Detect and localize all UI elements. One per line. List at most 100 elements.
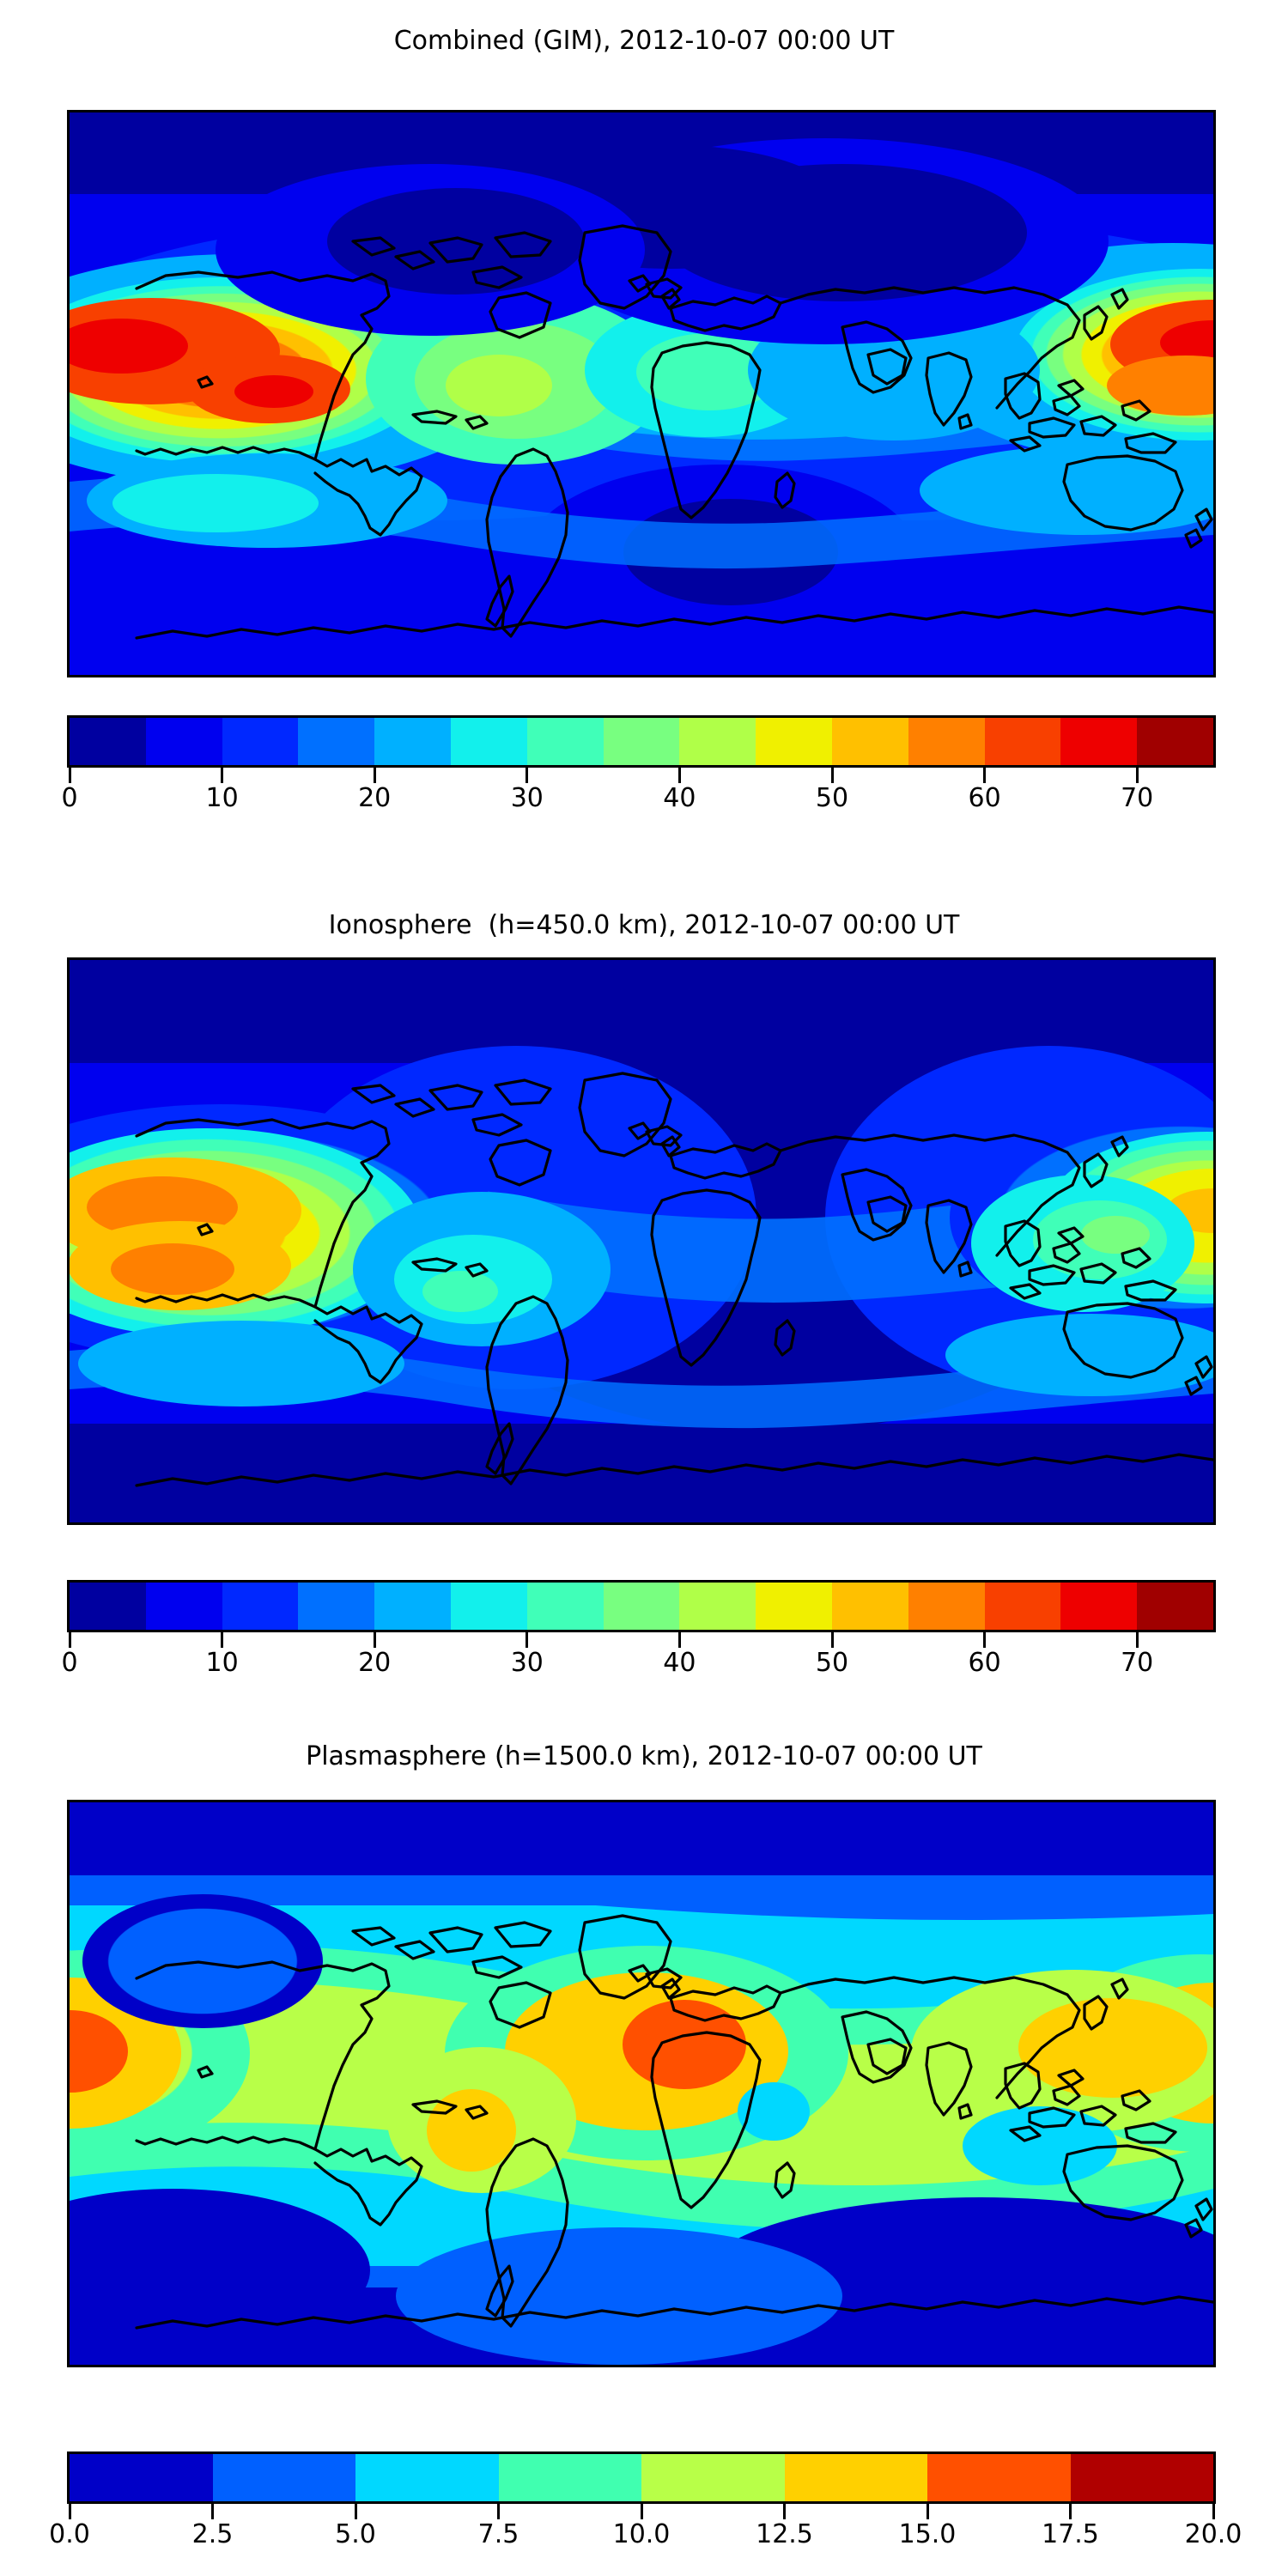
panel-title-combined-gim: Combined (GIM), 2012-10-07 00:00 UT	[393, 26, 895, 56]
panel-title-ionosphere: Ionosphere (h=450.0 km), 2012-10-07 00:0…	[328, 910, 960, 940]
colorbar-band	[70, 718, 146, 765]
colorbar-tick-label: 70	[1121, 1648, 1154, 1678]
colorbar-tick	[526, 1632, 529, 1648]
colorbar-tick-label: 30	[510, 1648, 544, 1678]
colorbar-band	[984, 718, 1061, 765]
colorbar-band	[756, 718, 832, 765]
colorbar-band	[70, 2454, 213, 2501]
colorbar-band	[1060, 718, 1138, 765]
colorbar-tick	[497, 2504, 500, 2519]
colorbar-tick	[983, 768, 987, 783]
colorbar-tick	[677, 768, 681, 783]
colorbar-band	[222, 1583, 299, 1630]
colorbar-band	[298, 718, 375, 765]
colorbar-ticks-3	[67, 2504, 1216, 2519]
colorbar-band	[1137, 718, 1213, 765]
colorbar-band	[298, 1583, 375, 1630]
colorbar-band	[831, 1583, 908, 1630]
colorbar-tick	[1069, 2504, 1072, 2519]
colorbar-tick-label: 20	[358, 1648, 392, 1678]
colorbar-band	[927, 2454, 1071, 2501]
colorbar-tick	[1135, 1632, 1139, 1648]
colorbar-band	[222, 718, 299, 765]
colorbar-tick	[373, 768, 376, 783]
colorbar-tick	[68, 2504, 71, 2519]
colorbar-band	[641, 2454, 785, 2501]
colorbar-tick-label: 10	[205, 783, 239, 813]
colorbar-band	[526, 718, 604, 765]
colorbar-tick-label: 2.5	[191, 2519, 234, 2549]
panel-combined-gim: Combined (GIM), 2012-10-07 00:00 UT	[0, 0, 1288, 859]
colorbar-tick-label: 20.0	[1184, 2519, 1242, 2549]
colorbar-strip-3[interactable]	[67, 2451, 1216, 2504]
colorbar-tick	[640, 2504, 643, 2519]
map-canvas-1	[70, 112, 1213, 675]
colorbar-tick-label: 50	[815, 1648, 849, 1678]
colorbar-combined-gim: 0 10 20 30 40 50 60 70	[61, 715, 1216, 819]
colorbar-band	[1070, 2454, 1213, 2501]
colorbar-band	[784, 2454, 927, 2501]
colorbar-band	[145, 1583, 222, 1630]
colorbar-band	[679, 1583, 756, 1630]
colorbar-band	[498, 2454, 641, 2501]
colorbar-band	[1137, 1583, 1213, 1630]
colorbar-tick-label: 40	[663, 783, 696, 813]
colorbar-band	[1060, 1583, 1138, 1630]
colorbar-band	[355, 2454, 499, 2501]
colorbar-tick	[830, 1632, 834, 1648]
colorbar-tick-label: 20	[358, 783, 392, 813]
colorbar-tick	[68, 1632, 71, 1648]
colorbar-band	[145, 718, 222, 765]
colorbar-tick-label: 0	[61, 783, 78, 813]
colorbar-tick-label: 50	[815, 783, 849, 813]
colorbar-tick	[526, 768, 529, 783]
colorbar-labels-2: 0 10 20 30 40 50 60 70	[61, 1648, 1216, 1684]
colorbar-ionosphere: 0 10 20 30 40 50 60 70	[61, 1580, 1216, 1684]
colorbar-plasmasphere: 0.0 2.5 5.0 7.5 10.0 12.5 15.0 17.5 20.0	[49, 2451, 1242, 2555]
colorbar-tick	[830, 768, 834, 783]
colorbar-tick	[211, 2504, 214, 2519]
colorbar-band	[374, 1583, 451, 1630]
colorbar-ticks-2	[67, 1632, 1216, 1648]
colorbar-band	[908, 1583, 985, 1630]
colorbar-tick-label: 40	[663, 1648, 696, 1678]
colorbar-ticks-1	[67, 768, 1216, 783]
colorbar-tick-label: 10.0	[612, 2519, 671, 2549]
colorbar-tick-label: 17.5	[1042, 2519, 1099, 2549]
map-plasmasphere	[67, 1800, 1216, 2367]
colorbar-strip-2[interactable]	[67, 1580, 1216, 1632]
colorbar-labels-3: 0.0 2.5 5.0 7.5 10.0 12.5 15.0 17.5 20.0	[49, 2519, 1242, 2555]
colorbar-tick-label: 70	[1121, 783, 1154, 813]
map-ionosphere	[67, 957, 1216, 1525]
colorbar-tick	[68, 768, 71, 783]
colorbar-tick-label: 10	[205, 1648, 239, 1678]
colorbar-tick-label: 60	[968, 783, 1001, 813]
colorbar-tick-label: 12.5	[756, 2519, 813, 2549]
map-canvas-3	[70, 1802, 1213, 2365]
colorbar-band	[70, 1583, 146, 1630]
colorbar-tick-label: 7.5	[477, 2519, 519, 2549]
colorbar-band	[450, 1583, 527, 1630]
colorbar-band	[984, 1583, 1061, 1630]
panel-plasmasphere: Plasmasphere (h=1500.0 km), 2012-10-07 0…	[0, 1717, 1288, 2576]
colorbar-tick	[373, 1632, 376, 1648]
colorbar-labels-1: 0 10 20 30 40 50 60 70	[61, 783, 1216, 819]
colorbar-tick-label: 0	[61, 1648, 78, 1678]
colorbar-band	[603, 1583, 680, 1630]
colorbar-tick	[1135, 768, 1139, 783]
colorbar-tick	[677, 1632, 681, 1648]
colorbar-strip-1[interactable]	[67, 715, 1216, 768]
colorbar-tick	[354, 2504, 357, 2519]
colorbar-tick	[221, 768, 224, 783]
panel-ionosphere: Ionosphere (h=450.0 km), 2012-10-07 00:0…	[0, 859, 1288, 1717]
colorbar-tick	[221, 1632, 224, 1648]
panel-title-plasmasphere: Plasmasphere (h=1500.0 km), 2012-10-07 0…	[306, 1741, 982, 1771]
colorbar-tick	[983, 1632, 987, 1648]
colorbar-band	[450, 718, 527, 765]
colorbar-tick-label: 60	[968, 1648, 1001, 1678]
colorbar-band	[526, 1583, 604, 1630]
colorbar-tick-label: 0.0	[49, 2519, 90, 2549]
colorbar-band	[679, 718, 756, 765]
colorbar-tick	[783, 2504, 786, 2519]
colorbar-tick-label: 30	[510, 783, 544, 813]
